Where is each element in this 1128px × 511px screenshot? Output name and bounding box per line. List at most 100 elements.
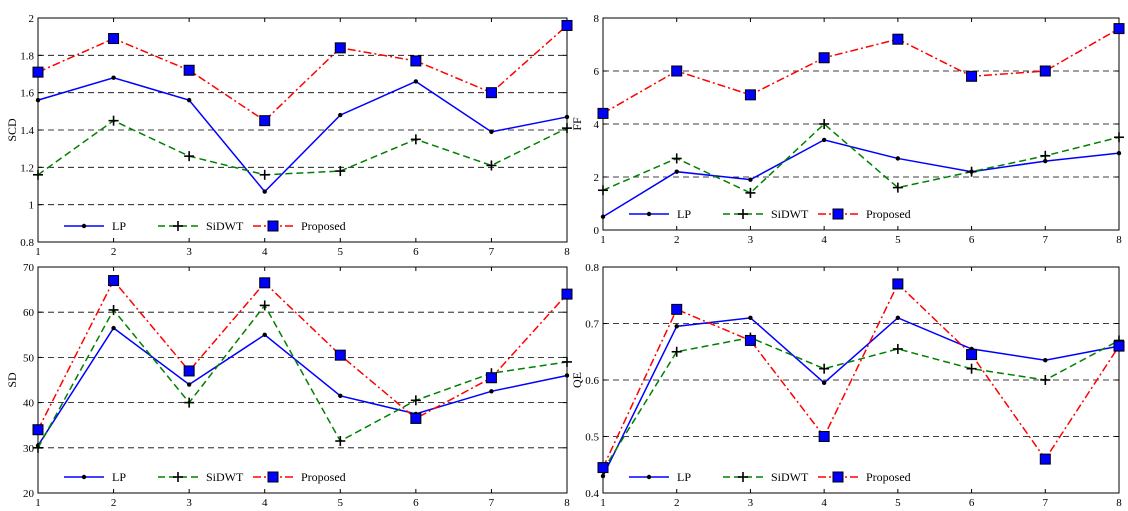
- x-tick-label: 5: [895, 497, 901, 509]
- data-point: [1040, 375, 1051, 385]
- data-point: [410, 55, 422, 67]
- x-tick-label: 7: [489, 497, 495, 509]
- y-tick-label: 0.4: [585, 488, 599, 500]
- data-point: [966, 70, 978, 82]
- series-sidwt: [598, 119, 1124, 198]
- y-tick-label: 50: [23, 352, 35, 364]
- data-point: [32, 424, 44, 436]
- legend-marker: [832, 208, 844, 220]
- series-proposed: [597, 278, 1125, 474]
- y-tick-label: 1.8: [20, 50, 34, 62]
- x-tick-label: 1: [35, 497, 41, 509]
- data-point: [183, 64, 195, 76]
- data-point: [489, 129, 494, 135]
- data-point: [1043, 158, 1048, 164]
- x-tick-label: 7: [489, 246, 495, 258]
- data-point: [410, 395, 421, 406]
- series-proposed: [32, 275, 573, 436]
- data-point: [600, 214, 606, 219]
- data-point: [561, 288, 573, 300]
- legend-label: Proposed: [866, 207, 911, 221]
- series-line-lp: [37, 326, 568, 446]
- series-proposed: [597, 23, 1125, 119]
- legend-marker: [267, 220, 279, 232]
- y-axis-label: FF: [570, 117, 584, 131]
- legend-marker: [81, 223, 87, 229]
- data-point: [108, 115, 119, 126]
- data-point: [111, 75, 116, 80]
- x-tick-label: 2: [674, 497, 680, 509]
- legend-label: SiDWT: [206, 470, 244, 484]
- y-tick-label: 0.6: [585, 375, 599, 387]
- legend-marker: [173, 472, 183, 482]
- data-point: [892, 343, 903, 354]
- data-point: [1039, 65, 1051, 77]
- legend-label: Proposed: [866, 470, 911, 484]
- series-line-sidwt: [37, 304, 568, 449]
- data-point: [1040, 150, 1051, 161]
- data-point: [486, 160, 497, 171]
- data-point: [33, 442, 43, 453]
- x-tick-label: 2: [674, 234, 680, 246]
- data-point: [671, 346, 682, 357]
- chart-panel-qe: 0.4 0.5 0.6 0.7 0.8 1 2 3 4 5 6 7 8 QE LP SiDWT Proposed: [570, 262, 1125, 509]
- x-tick-label: 1: [600, 497, 606, 509]
- legend-label: Proposed: [301, 219, 346, 233]
- x-tick-label: 5: [338, 497, 344, 509]
- data-point: [818, 52, 830, 64]
- x-tick-label: 8: [1116, 497, 1122, 509]
- y-tick-label: 0.7: [585, 319, 599, 331]
- y-tick-label: 4: [594, 119, 600, 131]
- legend-item-proposed: Proposed: [253, 219, 346, 233]
- data-point: [335, 436, 346, 447]
- data-point: [108, 275, 120, 287]
- data-point: [1039, 453, 1051, 465]
- data-point: [821, 137, 827, 143]
- y-tick-label: 30: [23, 443, 35, 455]
- chart-panel-ff: 0 2 4 6 8 1 2 3 4 5 6 7 8 FF LP SiDWT Proposed: [570, 13, 1125, 246]
- legend-label: SiDWT: [206, 219, 244, 233]
- series-lp: [600, 137, 1122, 219]
- data-point: [1116, 150, 1122, 156]
- data-point: [744, 89, 756, 101]
- data-point: [564, 373, 570, 378]
- series-line-proposed: [602, 27, 1120, 115]
- legend-item-sidwt: SiDWT: [158, 219, 244, 233]
- legend-marker: [173, 221, 183, 231]
- series-sidwt: [33, 300, 572, 453]
- data-point: [489, 389, 494, 394]
- data-point: [821, 380, 827, 386]
- data-point: [184, 397, 195, 408]
- data-point: [745, 187, 756, 198]
- plot-area: [602, 17, 1120, 231]
- data-point: [1113, 23, 1125, 35]
- legend-marker: [738, 472, 748, 482]
- y-tick-label: 1.6: [20, 88, 34, 100]
- data-point: [671, 303, 683, 315]
- series-line-proposed: [37, 279, 568, 431]
- data-point: [485, 372, 497, 384]
- legend-marker: [738, 209, 748, 219]
- y-axis-label: QE: [570, 372, 584, 388]
- legend-item-lp: LP: [64, 219, 126, 233]
- data-point: [259, 115, 271, 127]
- legend-item-lp: LP: [629, 207, 691, 221]
- x-tick-label: 1: [600, 234, 606, 246]
- legend-item-lp: LP: [64, 470, 126, 484]
- series-proposed: [32, 19, 573, 127]
- legend-label: LP: [112, 470, 126, 484]
- data-point: [892, 33, 904, 45]
- data-point: [561, 19, 573, 31]
- x-tick-label: 2: [111, 497, 117, 509]
- legend-item-sidwt: SiDWT: [723, 207, 809, 221]
- legend-item-proposed: Proposed: [818, 470, 911, 484]
- y-tick-label: 2: [29, 13, 35, 25]
- legend-marker: [646, 211, 652, 217]
- legend-label: LP: [112, 219, 126, 233]
- data-point: [819, 363, 830, 374]
- data-point: [748, 315, 753, 321]
- x-tick-label: 6: [969, 497, 975, 509]
- data-point: [413, 79, 419, 84]
- x-tick-label: 6: [413, 246, 419, 258]
